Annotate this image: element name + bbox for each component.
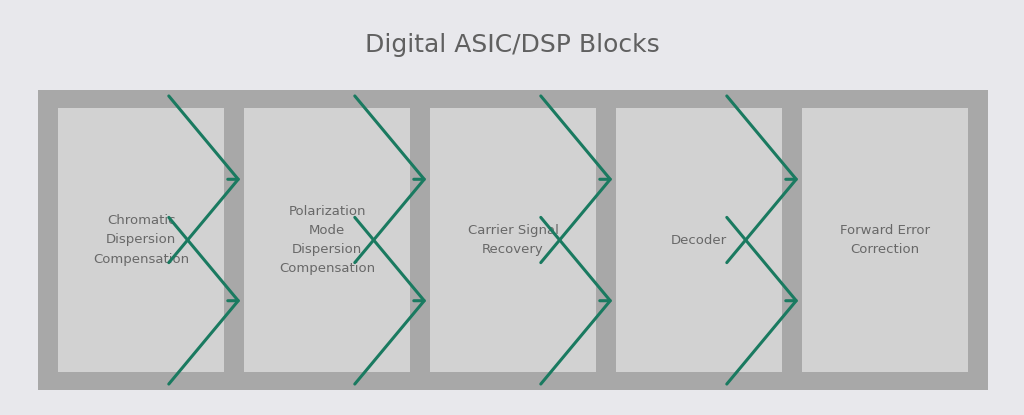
Bar — [430, 108, 596, 372]
Text: Chromatic
Dispersion
Compensation: Chromatic Dispersion Compensation — [93, 215, 189, 266]
Text: Polarization
Mode
Dispersion
Compensation: Polarization Mode Dispersion Compensatio… — [279, 205, 375, 275]
Text: Carrier Signal
Recovery: Carrier Signal Recovery — [468, 224, 558, 256]
Text: Forward Error
Correction: Forward Error Correction — [840, 224, 930, 256]
Text: Decoder: Decoder — [671, 234, 727, 247]
Bar — [58, 108, 224, 372]
Bar — [38, 90, 988, 390]
Bar — [616, 108, 782, 372]
Text: Digital ASIC/DSP Blocks: Digital ASIC/DSP Blocks — [365, 33, 659, 57]
Bar — [802, 108, 968, 372]
Bar — [244, 108, 410, 372]
